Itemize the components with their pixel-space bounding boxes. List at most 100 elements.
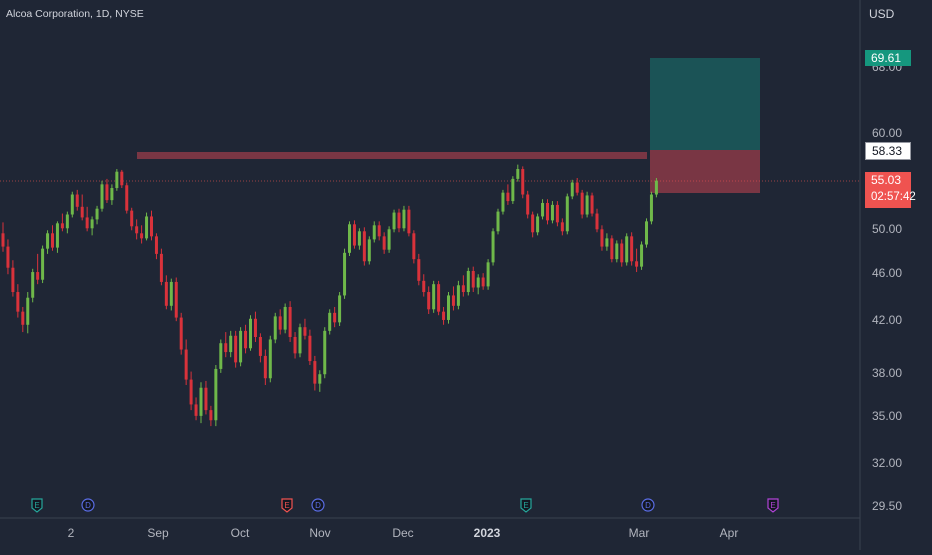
candle-down [422,280,426,293]
candle-down [521,169,525,195]
candle-up [511,178,515,202]
price-tick-label: 38.00 [872,366,902,380]
candle-up [95,208,99,220]
time-tick-label: Mar [629,526,650,540]
candle-up [486,262,490,287]
event-marker-letter: E [34,501,39,510]
earnings-marker-icon[interactable]: E [520,498,532,513]
candle-down [437,284,441,312]
candle-down [635,261,639,267]
time-tick-label: 2023 [474,526,501,540]
candle-down [135,226,139,234]
candle-down [397,212,401,229]
symbol-title[interactable]: Alcoa Corporation, 1D, NYSE [6,8,144,20]
countdown-tag: 02:57:42 [865,190,916,208]
earnings-marker-icon[interactable]: E [281,498,293,513]
current-price-tag: 55.03 [865,172,911,190]
candle-down [590,195,594,214]
candle-down [303,327,307,336]
candle-up [283,306,287,330]
price-tick-label: 32.00 [872,456,902,470]
candle-down [154,236,158,254]
currency-label[interactable]: USD [869,7,895,21]
target-price-tag: 69.61 [865,50,911,66]
candle-up [541,202,545,217]
candle-up [239,330,243,363]
candlestick-series [1,164,658,427]
candle-down [526,194,530,215]
candle-down [263,355,267,379]
candle-down [600,229,604,247]
candle-down [555,204,559,223]
candle-up [466,270,470,293]
candle-down [333,312,337,323]
candle-down [481,277,485,287]
candle-down [174,281,178,318]
candle-down [234,335,238,363]
time-tick-label: 2 [68,526,75,540]
stop-zone[interactable] [650,150,760,193]
event-marker-letter: E [523,501,528,510]
candle-up [323,330,327,375]
candle-up [338,295,342,323]
earnings-marker-icon[interactable]: E [767,498,779,513]
candle-down [16,292,20,312]
candle-down [293,337,297,354]
candle-up [169,281,173,306]
event-marker-letter: E [284,501,289,510]
candle-down [6,246,10,268]
candle-down [105,184,109,201]
candle-down [130,210,134,227]
price-axis[interactable]: 68.0060.0050.0046.0042.0038.0035.0032.00… [872,60,902,513]
candle-up [649,194,653,222]
candle-up [432,284,436,310]
candle-down [253,318,257,338]
candle-up [550,204,554,221]
candle-up [387,229,391,250]
long-position-tool[interactable] [650,58,760,193]
candle-down [412,233,416,260]
candle-up [55,223,59,248]
candle-down [546,202,549,221]
candle-up [65,214,69,229]
candle-down [560,222,564,232]
candle-up [26,297,30,325]
candle-down [377,225,381,237]
candle-down [1,233,5,247]
candle-up [249,318,252,349]
earnings-marker-icon[interactable]: E [31,498,43,513]
candle-down [427,292,431,310]
candle-up [640,244,644,267]
candle-down [159,253,163,282]
event-marker-letter: D [315,501,321,510]
candle-up [585,195,589,215]
candle-up [476,277,480,288]
candle-up [447,295,450,320]
time-tick-label: Oct [231,526,250,540]
candle-up [46,233,50,249]
candle-up [348,224,351,253]
time-axis[interactable]: 2 Sep Oct Nov Dec 2023 Mar Apr [68,526,739,540]
candle-up [90,219,94,229]
candle-up [392,212,396,230]
candle-up [491,231,495,263]
candle-down [407,209,411,234]
event-marker-letter: D [85,501,91,510]
candle-down [85,217,89,229]
candle-down [51,233,54,248]
candle-down [580,192,584,215]
price-tick-label: 42.00 [872,313,902,327]
time-tick-label: Apr [720,526,739,540]
dividend-marker-icon[interactable]: D [81,498,95,512]
candle-up [41,248,45,280]
target-zone[interactable] [650,58,760,150]
candle-up [145,216,149,239]
dividend-marker-icon[interactable]: D [311,498,325,512]
resistance-zone[interactable] [137,152,647,159]
dividend-marker-icon[interactable]: D [641,498,655,512]
candle-up [357,231,361,246]
candle-down [120,171,124,186]
